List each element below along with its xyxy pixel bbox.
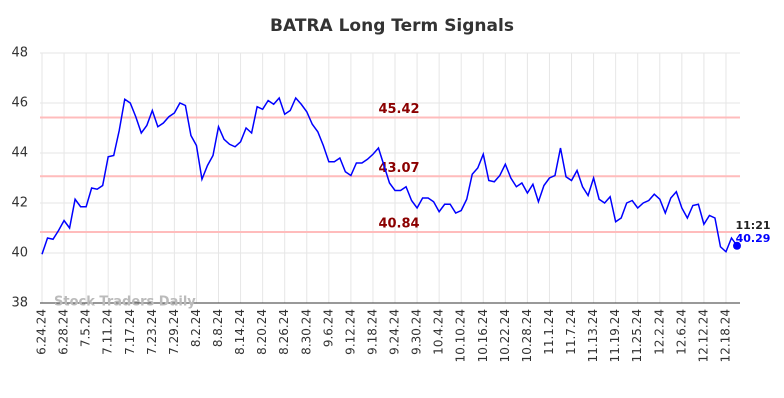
y-tick-label: 46 — [11, 96, 28, 111]
x-tick-label: 11.7.24 — [564, 309, 578, 355]
x-tick-label: 11.25.24 — [630, 309, 644, 362]
y-tick-label: 48 — [11, 46, 28, 61]
x-tick-label: 9.12.24 — [343, 309, 357, 355]
x-tick-label: 11.13.24 — [586, 309, 600, 362]
last-value: 40.29 — [736, 232, 771, 245]
x-tick-label: 9.6.24 — [321, 309, 335, 347]
y-tick-label: 38 — [11, 296, 28, 311]
x-tick-label: 6.28.24 — [57, 309, 71, 355]
x-tick-label: 8.8.24 — [211, 309, 225, 347]
x-tick-label: 8.2.24 — [189, 309, 203, 347]
x-tick-label: 11.1.24 — [542, 309, 556, 355]
x-tick-label: 7.17.24 — [123, 309, 137, 355]
x-tick-label: 7.5.24 — [79, 309, 93, 347]
x-tick-label: 10.10.24 — [454, 309, 468, 362]
level-label: 40.84 — [378, 217, 419, 232]
x-tick-label: 7.23.24 — [145, 309, 159, 355]
x-tick-label: 7.11.24 — [101, 309, 115, 355]
x-tick-label: 10.4.24 — [432, 309, 446, 355]
y-tick-label: 42 — [11, 196, 28, 211]
x-tick-label: 8.20.24 — [255, 309, 269, 355]
watermark: Stock Traders Daily — [54, 295, 196, 310]
x-tick-label: 7.29.24 — [167, 309, 181, 355]
y-tick-label: 44 — [11, 146, 28, 161]
price-line — [41, 96, 738, 255]
x-tick-label: 11.19.24 — [608, 309, 622, 362]
x-tick-label: 10.28.24 — [520, 309, 534, 362]
x-tick-label: 8.30.24 — [299, 309, 313, 355]
x-tick-label: 9.30.24 — [410, 309, 424, 355]
x-tick-label: 10.16.24 — [476, 309, 490, 362]
x-tick-label: 9.18.24 — [365, 309, 379, 355]
level-label: 43.07 — [378, 161, 419, 176]
x-tick-label: 8.26.24 — [277, 309, 291, 355]
x-tick-label: 8.14.24 — [233, 309, 247, 355]
x-tick-label: 12.18.24 — [718, 309, 732, 362]
x-tick-label: 12.12.24 — [696, 309, 710, 362]
last-point — [733, 241, 741, 250]
chart-title: BATRA Long Term Signals — [270, 16, 514, 36]
x-tick-label: 9.24.24 — [388, 309, 402, 355]
y-tick-label: 40 — [11, 246, 28, 261]
last-time: 11:21 — [735, 219, 770, 232]
x-tick-label: 6.24.24 — [35, 309, 49, 355]
x-tick-label: 12.6.24 — [674, 309, 688, 355]
level-label: 45.42 — [378, 102, 419, 117]
x-tick-label: 10.22.24 — [498, 309, 512, 362]
x-tick-label: 12.2.24 — [652, 309, 666, 355]
